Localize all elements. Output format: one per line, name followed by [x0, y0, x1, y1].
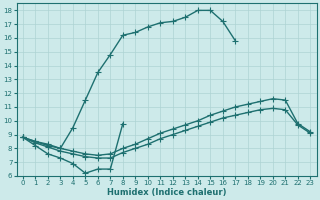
X-axis label: Humidex (Indice chaleur): Humidex (Indice chaleur)	[107, 188, 226, 197]
